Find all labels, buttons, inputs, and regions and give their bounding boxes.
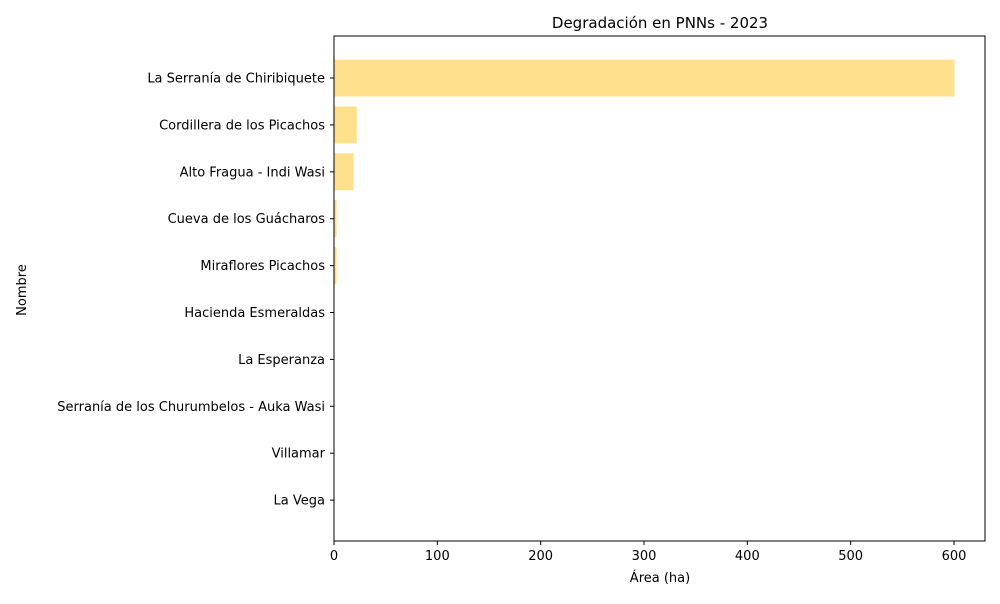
x-ticks: 0 100 200 300 400 500 600: [330, 541, 967, 564]
x-axis-label: Área (ha): [630, 570, 690, 586]
y-tick-label: Serranía de los Churumbelos - Auka Wasi: [57, 400, 325, 415]
y-ticks: La Serranía de Chiribiquete Cordillera de…: [57, 72, 334, 509]
x-tick-label: 300: [632, 549, 657, 564]
bar: [334, 106, 357, 143]
y-tick-label: Alto Fragua - Indi Wasi: [180, 165, 325, 180]
bar: [334, 153, 354, 190]
y-tick-label: La Esperanza: [238, 353, 325, 368]
bar: [334, 60, 955, 97]
y-axis-label: Nombre: [15, 264, 30, 316]
x-tick-label: 600: [942, 549, 967, 564]
plot-frame: [334, 36, 985, 541]
y-tick-label: Villamar: [272, 447, 326, 462]
x-tick-label: 500: [838, 549, 863, 564]
y-tick-label: La Vega: [274, 494, 325, 509]
bars-layer: [334, 60, 955, 519]
y-tick-label: La Serranía de Chiribiquete: [147, 72, 325, 87]
y-tick-label: Cueva de los Guácharos: [168, 212, 326, 227]
x-tick-label: 0: [330, 549, 338, 564]
y-tick-label: Cordillera de los Picachos: [159, 118, 325, 133]
x-tick-label: 100: [425, 549, 450, 564]
axes-layer: [334, 36, 985, 541]
x-tick-label: 400: [735, 549, 760, 564]
y-tick-label: Miraflores Picachos: [200, 259, 325, 274]
x-tick-label: 200: [528, 549, 553, 564]
chart-title: Degradación en PNNs - 2023: [552, 14, 768, 32]
y-tick-label: Hacienda Esmeraldas: [184, 306, 325, 321]
